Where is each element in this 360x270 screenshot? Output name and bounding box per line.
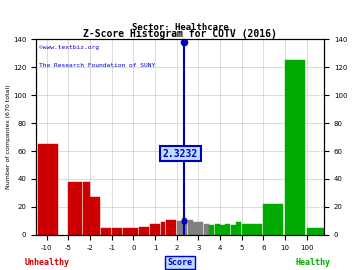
Bar [264,204,283,235]
Bar [101,228,111,235]
Bar [177,221,182,235]
Bar [139,227,144,235]
Bar [209,225,214,235]
Text: Healthy: Healthy [296,258,331,267]
Bar [123,228,132,235]
Bar [38,144,58,235]
Bar [68,182,82,235]
Bar [171,220,176,235]
Bar [150,224,155,235]
Bar [220,225,225,235]
Bar [188,220,193,235]
Bar [242,224,262,235]
Text: ©www.textbiz.org: ©www.textbiz.org [39,45,99,50]
Bar [225,224,230,235]
Bar [236,222,241,235]
Text: Unhealthy: Unhealthy [24,258,69,267]
Bar [144,227,149,235]
Bar [90,197,100,235]
Title: Z-Score Histogram for COTV (2016): Z-Score Histogram for COTV (2016) [83,29,277,39]
Bar [204,224,209,235]
Bar [182,218,187,235]
Bar [307,228,326,235]
Bar [231,225,236,235]
Bar [83,182,90,235]
Bar [193,222,198,235]
Bar [134,228,139,235]
Bar [285,60,305,235]
Bar [166,220,171,235]
Y-axis label: Number of companies (670 total): Number of companies (670 total) [6,85,12,189]
Bar [161,222,166,235]
Bar [198,222,203,235]
Bar [112,228,122,235]
Text: The Research Foundation of SUNY: The Research Foundation of SUNY [39,63,155,68]
Bar [155,224,160,235]
Text: Sector: Healthcare: Sector: Healthcare [132,23,228,32]
Bar [215,224,220,235]
Text: 2.3232: 2.3232 [163,149,198,159]
Text: Score: Score [167,258,193,267]
